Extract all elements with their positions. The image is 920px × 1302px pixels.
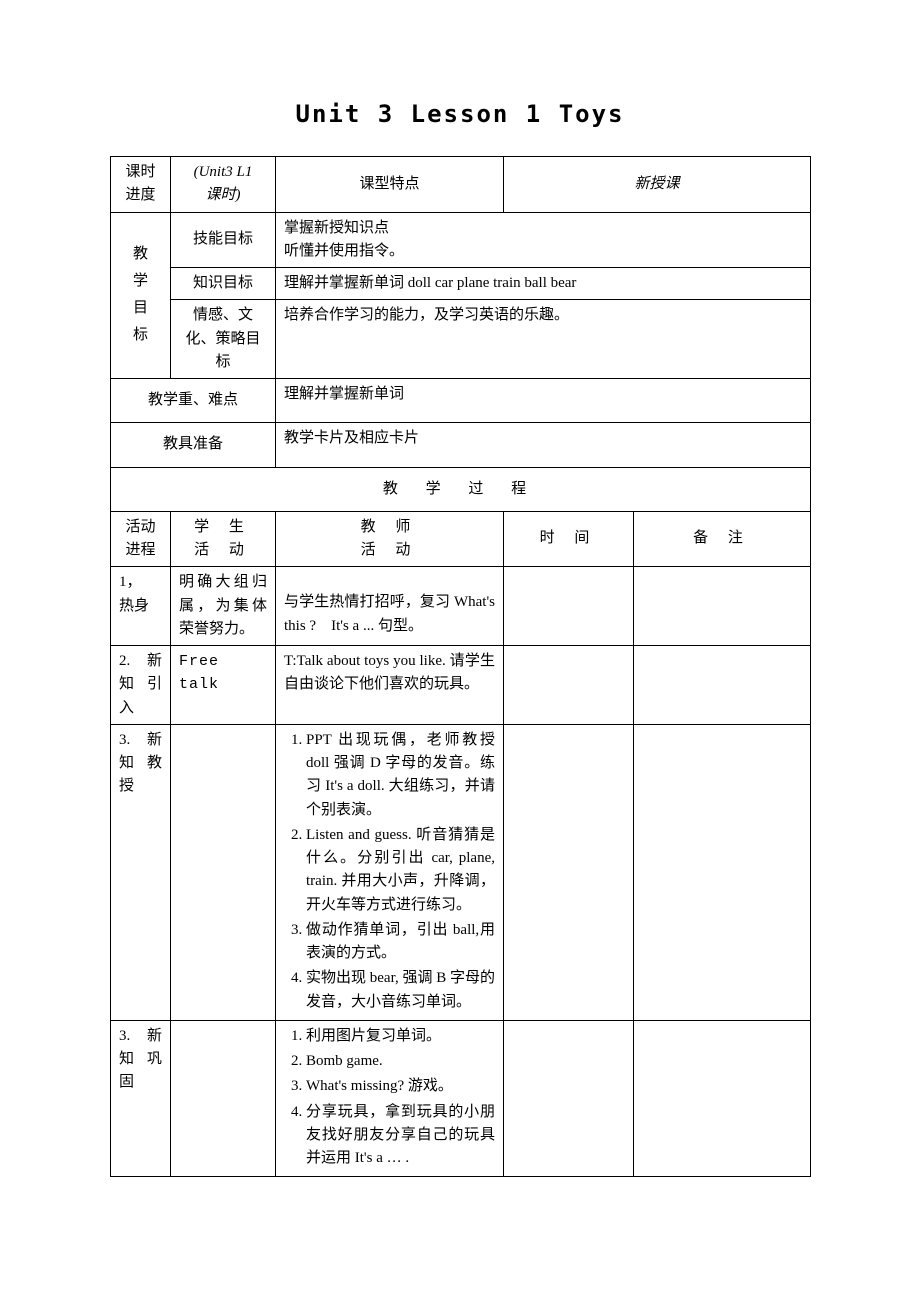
cell-notes-2 (634, 646, 811, 725)
row-intro: 2. 新知 引入 Free talk T:Talk about toys you… (111, 646, 811, 725)
row-goal-knowledge: 知识目标 理解并掌握新单词 doll car plane train ball … (111, 268, 811, 300)
value-lesson-progress: (Unit3 L1 课时) (171, 157, 276, 213)
cell-student-3 (171, 724, 276, 1020)
cell-progress-1: 1， 热身 (111, 567, 171, 646)
label-teaching-goals: 教 学 目 标 (111, 212, 171, 379)
cell-progress-3: 3. 新知 教授 (111, 724, 171, 1020)
cell-notes-3 (634, 724, 811, 1020)
value-culture-goal: 培养合作学习的能力，及学习英语的乐趣。 (276, 300, 811, 379)
cell-student-4 (171, 1020, 276, 1177)
list-item: Listen and guess. 听音猜猜是什么。分别引出 car, plan… (306, 824, 495, 917)
label-key-difficult: 教学重、难点 (111, 379, 276, 423)
list-item: 分享玩具，拿到玩具的小朋友找好朋友分享自己的玩具并运用 It's a … . (306, 1101, 495, 1171)
cell-teacher-3: PPT 出现玩偶，老师教授 doll 强调 D 字母的发音。练习 It's a … (276, 724, 504, 1020)
cell-teacher-2: T:Talk about toys you like. 请学生自由谈论下他们喜欢… (276, 646, 504, 725)
cell-progress-2: 2. 新知 引入 (111, 646, 171, 725)
row-teach: 3. 新知 教授 PPT 出现玩偶，老师教授 doll 强调 D 字母的发音。练… (111, 724, 811, 1020)
col-student-activity: 学 生 活 动 (171, 511, 276, 567)
cell-notes-4 (634, 1020, 811, 1177)
row-consolidate: 3. 新知 巩固 利用图片复习单词。 Bomb game. What's mis… (111, 1020, 811, 1177)
cell-time-3 (504, 724, 634, 1020)
row-key-difficult: 教学重、难点 理解并掌握新单词 (111, 379, 811, 423)
cell-student-2: Free talk (171, 646, 276, 725)
label-lesson-progress: 课时 进度 (111, 157, 171, 213)
label-lesson-type: 课型特点 (276, 157, 504, 213)
row-goal-culture: 情感、文化、策略目标 培养合作学习的能力，及学习英语的乐趣。 (111, 300, 811, 379)
teacher-list-4: 利用图片复习单词。 Bomb game. What's missing? 游戏。… (284, 1025, 495, 1171)
cell-teacher-1: 与学生热情打招呼，复习 What's this ? It's a ... 句型。 (276, 567, 504, 646)
page-title: Unit 3 Lesson 1 Toys (110, 100, 810, 128)
cell-teacher-4: 利用图片复习单词。 Bomb game. What's missing? 游戏。… (276, 1020, 504, 1177)
cell-time-2 (504, 646, 634, 725)
col-teacher-activity: 教 师 活 动 (276, 511, 504, 567)
cell-time-1 (504, 567, 634, 646)
list-item: 利用图片复习单词。 (306, 1025, 495, 1048)
row-process-header: 教 学 过 程 (111, 467, 811, 511)
list-item: 实物出现 bear, 强调 B 字母的发音，大小音练习单词。 (306, 967, 495, 1014)
list-item: What's missing? 游戏。 (306, 1075, 495, 1098)
label-tools: 教具准备 (111, 423, 276, 467)
lesson-plan-table: 课时 进度 (Unit3 L1 课时) 课型特点 新授课 教 学 目 标 技能目… (110, 156, 811, 1177)
row-tools: 教具准备 教学卡片及相应卡片 (111, 423, 811, 467)
cell-progress-4: 3. 新知 巩固 (111, 1020, 171, 1177)
lesson-plan-page: Unit 3 Lesson 1 Toys 课时 进度 (Unit3 L1 课时)… (0, 0, 920, 1302)
cell-time-4 (504, 1020, 634, 1177)
row-warmup: 1， 热身 明确大组归属，为集体荣誉努力。 与学生热情打招呼，复习 What's… (111, 567, 811, 646)
value-skill-goal: 掌握新授知识点 听懂并使用指令。 (276, 212, 811, 268)
value-key-difficult: 理解并掌握新单词 (276, 379, 811, 423)
list-item: 做动作猜单词，引出 ball,用表演的方式。 (306, 919, 495, 966)
label-process: 教 学 过 程 (111, 467, 811, 511)
cell-notes-1 (634, 567, 811, 646)
row-lesson-progress: 课时 进度 (Unit3 L1 课时) 课型特点 新授课 (111, 157, 811, 213)
row-goal-skill: 教 学 目 标 技能目标 掌握新授知识点 听懂并使用指令。 (111, 212, 811, 268)
cell-student-1: 明确大组归属，为集体荣誉努力。 (171, 567, 276, 646)
col-notes: 备 注 (634, 511, 811, 567)
label-skill-goal: 技能目标 (171, 212, 276, 268)
value-lesson-type: 新授课 (504, 157, 811, 213)
list-item: Bomb game. (306, 1050, 495, 1073)
label-culture-goal: 情感、文化、策略目标 (171, 300, 276, 379)
col-time: 时 间 (504, 511, 634, 567)
list-item: PPT 出现玩偶，老师教授 doll 强调 D 字母的发音。练习 It's a … (306, 729, 495, 822)
value-knowledge-goal: 理解并掌握新单词 doll car plane train ball bear (276, 268, 811, 300)
row-column-headers: 活动 进程 学 生 活 动 教 师 活 动 时 间 备 注 (111, 511, 811, 567)
col-activity-progress: 活动 进程 (111, 511, 171, 567)
value-tools: 教学卡片及相应卡片 (276, 423, 811, 467)
teacher-list-3: PPT 出现玩偶，老师教授 doll 强调 D 字母的发音。练习 It's a … (284, 729, 495, 1014)
label-knowledge-goal: 知识目标 (171, 268, 276, 300)
